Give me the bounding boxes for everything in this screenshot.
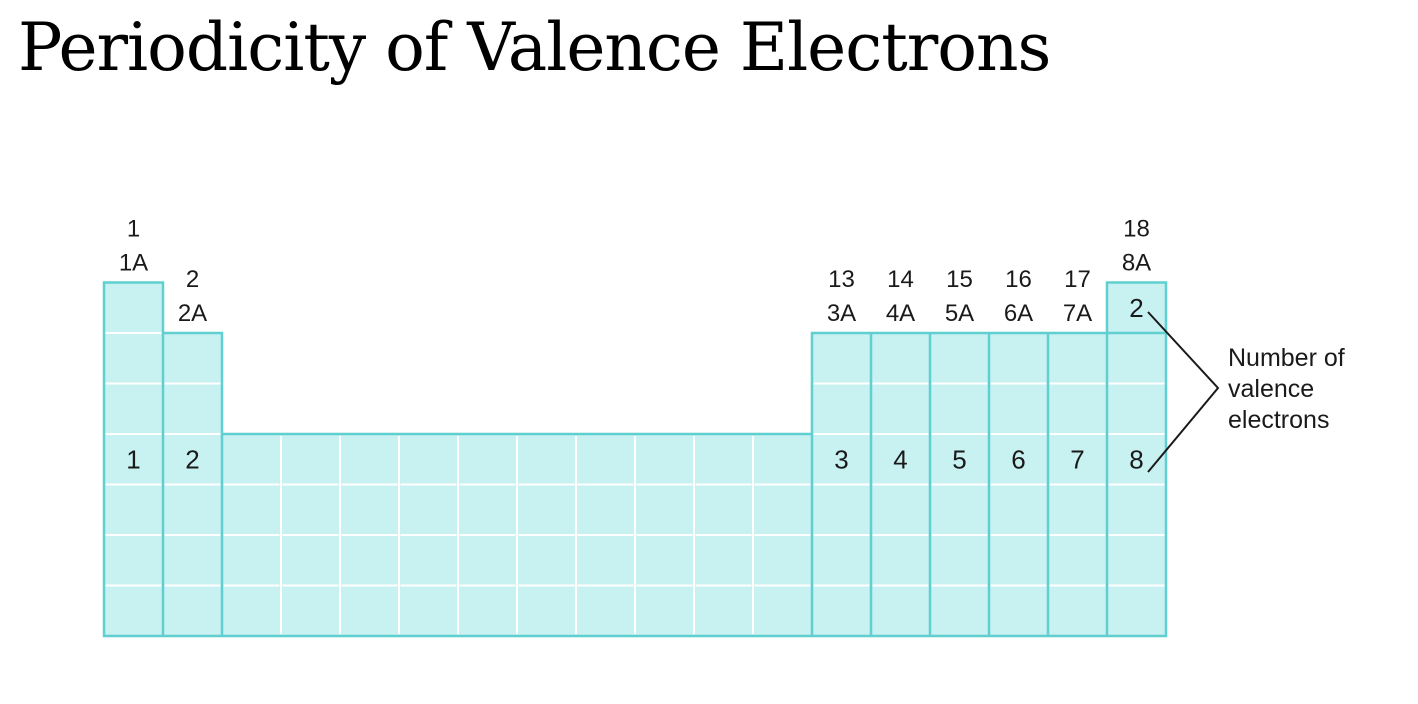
group-number: 13 [828, 266, 855, 293]
valence-count: 2 [185, 444, 199, 474]
table-labels: 1 1 1A 2 2 2A 3 13 3A 4 14 4A 5 15 5A 6 16 6A 7 17 7A 8 18 8A 2 [119, 216, 1151, 475]
group-letter: 5A [945, 300, 974, 327]
group-number: 2 [186, 266, 199, 293]
valence-count: 6 [1011, 444, 1025, 474]
valence-count: 4 [893, 444, 907, 474]
helium-valence-count: 2 [1129, 293, 1143, 323]
column-18 [1107, 282, 1166, 636]
valence-count: 8 [1129, 444, 1143, 474]
group-number: 15 [946, 266, 973, 293]
slide-title: Periodicity of Valence Electrons [18, 9, 1051, 86]
group-letter: 8A [1122, 250, 1151, 277]
valence-count: 1 [126, 444, 140, 474]
group-number: 16 [1005, 266, 1032, 293]
column-1 [104, 282, 163, 636]
valence-count: 7 [1070, 444, 1084, 474]
group-letter: 6A [1004, 300, 1033, 327]
callout-bracket [1147, 311, 1220, 473]
annotation-line: electrons [1228, 406, 1329, 434]
annotation-line: Number of [1228, 344, 1345, 372]
group-number: 1 [127, 216, 140, 243]
annotation-line: valence [1228, 375, 1314, 403]
valence-callout: Number of valence electrons [1147, 311, 1345, 473]
valence-count: 5 [952, 444, 966, 474]
valence-count: 3 [834, 444, 848, 474]
group-letter: 1A [119, 250, 148, 277]
group-letter: 4A [886, 300, 915, 327]
group-letter: 2A [178, 300, 207, 327]
group-letter: 3A [827, 300, 856, 327]
table-outline [102, 281, 1168, 638]
group-letter: 7A [1063, 300, 1092, 327]
group-number: 17 [1064, 266, 1091, 293]
group-number: 14 [887, 266, 914, 293]
group-number: 18 [1123, 216, 1150, 243]
table-cells [102, 281, 1168, 638]
